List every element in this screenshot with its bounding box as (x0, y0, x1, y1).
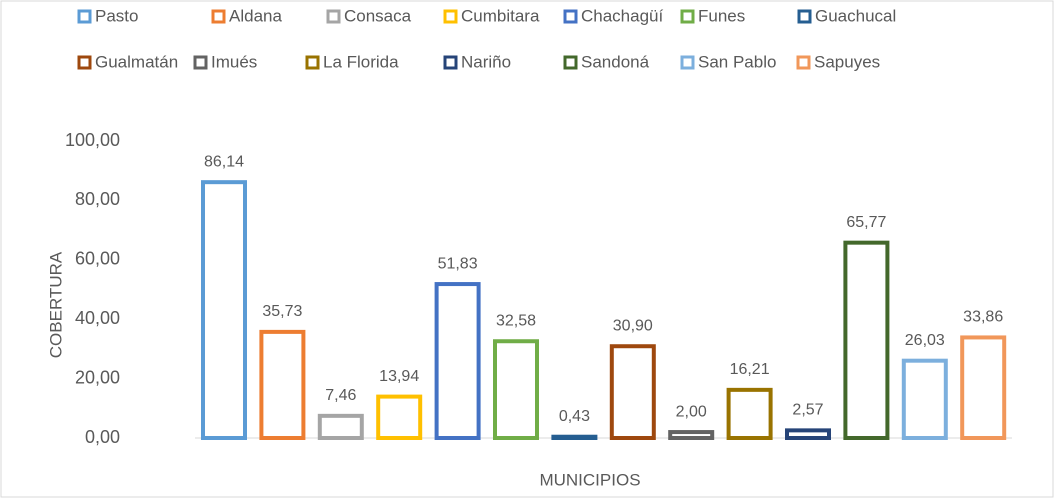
data-label: 32,58 (496, 312, 536, 329)
legend-swatch (680, 9, 695, 24)
y-tick-label: 0,00 (85, 427, 120, 447)
bar (960, 335, 1007, 440)
data-label: 51,83 (438, 255, 478, 272)
data-label: 0,43 (559, 408, 590, 425)
legend-label: Imués (211, 52, 257, 71)
legend-swatch (797, 9, 812, 24)
legend-label: Cumbitara (461, 6, 540, 25)
legend-swatch (796, 55, 811, 70)
data-label: 26,03 (905, 332, 945, 349)
data-label: 2,00 (676, 403, 707, 420)
legend-label: Chachagüí (581, 6, 664, 25)
data-label: 2,57 (792, 402, 823, 419)
legend-swatch (77, 55, 92, 70)
bar (259, 329, 306, 440)
legend-label: Nariño (461, 52, 511, 71)
legend-label: Aldana (229, 6, 282, 25)
data-label: 33,86 (963, 309, 1003, 326)
y-tick-label: 40,00 (75, 308, 120, 328)
legend-swatch (77, 9, 92, 24)
legend-swatch (443, 9, 458, 24)
data-label: 30,90 (613, 317, 653, 334)
legend-label: Pasto (95, 6, 138, 25)
legend-label: La Florida (323, 52, 399, 71)
y-tick-label: 60,00 (75, 249, 120, 269)
legend-label: San Pablo (698, 52, 776, 71)
legend-label: Consaca (344, 6, 412, 25)
data-label: 35,73 (262, 303, 302, 320)
bar (843, 240, 890, 440)
legend-swatch (193, 55, 208, 70)
bar (901, 358, 948, 440)
y-tick-label: 100,00 (65, 130, 120, 150)
legend-swatch (326, 9, 341, 24)
bar (317, 413, 364, 441)
legend-swatch (305, 55, 320, 70)
legend-label: Funes (698, 6, 745, 25)
bar (434, 282, 481, 441)
legend-label: Sapuyes (814, 52, 880, 71)
data-label: 7,46 (325, 387, 356, 404)
y-tick-label: 80,00 (75, 189, 120, 209)
legend-swatch (563, 55, 578, 70)
legend-label: Guachucal (815, 6, 896, 25)
bar (376, 394, 423, 441)
x-axis-label: MUNICIPIOS (539, 470, 640, 489)
bar (201, 180, 247, 440)
bar (551, 434, 598, 441)
bar (668, 430, 715, 440)
legend-label: Sandoná (581, 52, 650, 71)
bar (785, 428, 831, 440)
data-label: 65,77 (846, 214, 886, 231)
y-axis-label: COBERTURA (46, 251, 65, 358)
legend-swatch (563, 9, 578, 24)
legend-swatch (680, 55, 695, 70)
bar (493, 339, 539, 440)
data-label: 16,21 (730, 361, 770, 378)
y-tick-label: 20,00 (75, 367, 120, 387)
legend-label: Gualmatán (95, 52, 178, 71)
legend-swatch (211, 9, 226, 24)
bar (726, 387, 773, 440)
data-label: 86,14 (204, 153, 244, 170)
legend-swatch (443, 55, 458, 70)
data-label: 13,94 (379, 368, 419, 385)
bar (609, 344, 656, 440)
